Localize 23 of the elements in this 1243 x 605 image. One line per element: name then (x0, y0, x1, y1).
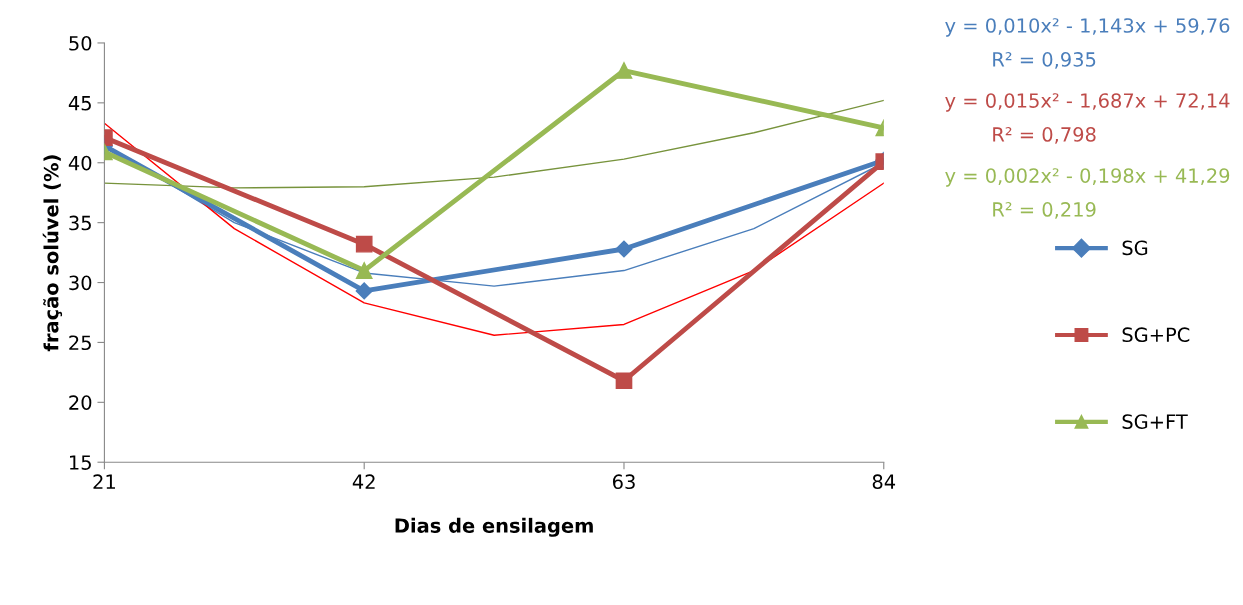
x-tick-label: 21 (93, 474, 115, 489)
x-tick-label: 84 (872, 474, 896, 490)
text: R² = 0,935 (993, 52, 1096, 69)
text: y = 0,002x² - 0,198x + 41,29 (945, 168, 1230, 187)
legend-label: SG (1122, 240, 1148, 256)
legend-label: SG+PC (1122, 327, 1190, 343)
y-tick-label: 45 (68, 96, 91, 111)
y-tick-label: 35 (69, 215, 91, 231)
y-tick-label: 40 (68, 155, 92, 171)
x-tick-label: 63 (612, 474, 635, 490)
y-axis-title: fração solúvel (%) (42, 155, 63, 352)
x-tick-label: 42 (352, 474, 375, 489)
y-tick-label: 30 (69, 275, 92, 291)
y-tick-label: 25 (69, 335, 91, 351)
text: R² = 0,219 (993, 202, 1096, 219)
y-tick-label: 50 (69, 35, 92, 51)
text: R² = 0,798 (993, 127, 1096, 144)
y-tick-label: 15 (70, 455, 91, 470)
x-axis-title: Dias de ensilagem (395, 517, 593, 537)
legend-label: SG+FT (1122, 414, 1188, 429)
text: y = 0,015x² - 1,687x + 72,14 (945, 93, 1230, 112)
y-tick-label: 20 (69, 395, 92, 410)
text: y = 0,010x² - 1,143x + 59,76 (945, 18, 1230, 37)
